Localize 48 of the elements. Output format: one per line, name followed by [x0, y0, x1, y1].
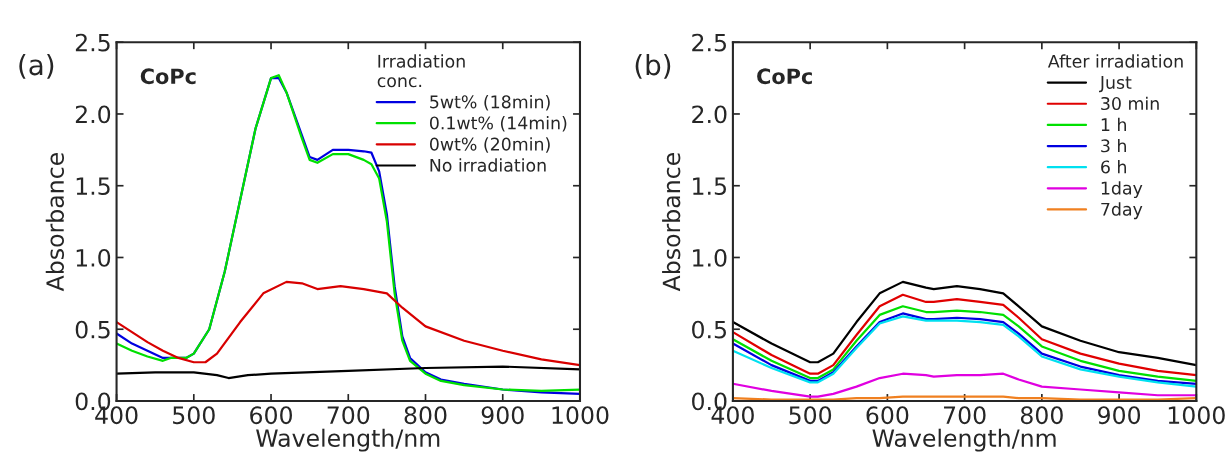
y-tick-label: 1.0 — [76, 248, 111, 267]
chart-title: (a) — [19, 53, 54, 79]
legend-label: Just — [1098, 76, 1132, 93]
y-tick-label: 0.5 — [692, 320, 726, 339]
annotation: CoPc — [757, 68, 812, 85]
y-tick-label: 2.0 — [692, 105, 727, 124]
legend-label: 1day — [1101, 181, 1143, 199]
line-series — [732, 372, 1197, 398]
x-tick-label: 700 — [327, 406, 370, 425]
line-series — [732, 293, 1197, 377]
x-tick-label: 600 — [250, 406, 292, 425]
x-tick-label: 900 — [481, 406, 524, 425]
legend-label: 5wt% (18min) — [430, 94, 550, 111]
legend-label: 0wt% (20min) — [429, 137, 550, 153]
y-tick-label: 0.5 — [75, 320, 110, 339]
y-tick-label: 2.5 — [75, 33, 110, 52]
legend-label: 6 h — [1101, 160, 1126, 174]
annotation: CoPc — [140, 68, 196, 85]
legend-title: After irradiation — [1047, 54, 1183, 68]
y-axis-title: Absorbance — [662, 153, 681, 292]
x-tick-label: 600 — [866, 406, 909, 425]
y-axis-title: Absorbance — [45, 153, 65, 292]
x-tick-label: 900 — [1098, 406, 1141, 425]
line-series — [116, 280, 580, 367]
line-series — [732, 280, 1197, 367]
x-tick-label: 1000 — [1168, 406, 1225, 425]
legend-label: No irradiation — [430, 158, 546, 172]
x-axis-title: Wavelength/nm — [256, 428, 440, 452]
legend-label: 1 h — [1101, 117, 1126, 131]
legend-title: Irradiation conc. — [377, 54, 465, 88]
legend-label: 3 h — [1101, 138, 1126, 153]
y-tick-label: 1.0 — [693, 248, 727, 267]
x-tick-label: 500 — [173, 406, 215, 425]
y-tick-label: 2.0 — [75, 105, 111, 124]
y-tick-label: 1.5 — [693, 177, 726, 196]
x-tick-label: 1000 — [552, 406, 609, 425]
chart-title: (b) — [635, 53, 671, 79]
x-axis-title: Wavelength/nm — [872, 428, 1056, 452]
y-tick-label: 1.5 — [76, 177, 110, 196]
x-tick-label: 700 — [944, 406, 986, 425]
x-tick-label: 500 — [789, 406, 832, 425]
y-tick-label: 2.5 — [692, 33, 726, 52]
x-tick-label: 800 — [1020, 406, 1063, 425]
legend-label: 7day — [1101, 202, 1143, 220]
legend-label: 0.1wt% (14min) — [429, 116, 567, 132]
line-series — [116, 365, 580, 380]
legend-label: 30 min — [1101, 96, 1159, 111]
x-tick-label: 800 — [404, 406, 447, 425]
